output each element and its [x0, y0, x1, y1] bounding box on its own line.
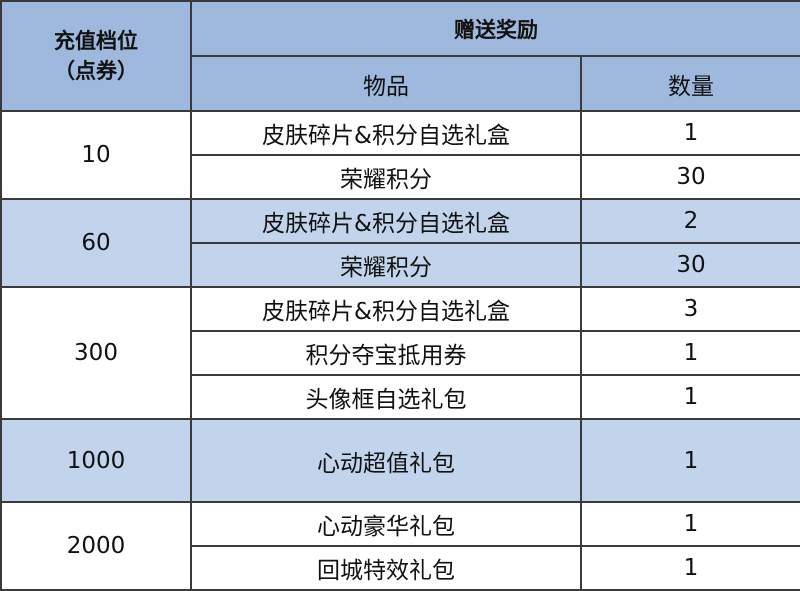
tier-cell: 1000 [0, 418, 192, 503]
table-row: 60 皮肤碎片&积分自选礼盒 2 [0, 198, 800, 288]
qty-cell: 1 [580, 545, 800, 591]
qty-cell: 2 [580, 198, 800, 244]
table-body: 10 皮肤碎片&积分自选礼盒 1 荣耀积分 30 60 皮肤碎片&积分自选礼盒 2 荣耀积分 30… [0, 110, 800, 591]
item-cell: 荣耀积分 [190, 154, 582, 200]
table-row: 300 皮肤碎片&积分自选礼盒 3 [0, 286, 800, 420]
qty-cell: 1 [580, 330, 800, 376]
item-header: 物品 [190, 55, 582, 112]
table-row: 回城特效礼包 1 [1, 545, 800, 591]
qty-cell: 1 [580, 418, 800, 503]
header-line: （点券） [54, 59, 138, 83]
qty-cell: 3 [580, 286, 800, 332]
tier-cell: 60 [0, 198, 192, 288]
table-row: 积分夺宝抵用券 1 [1, 330, 800, 376]
item-cell: 回城特效礼包 [190, 545, 582, 591]
item-cell: 皮肤碎片&积分自选礼盒 [190, 198, 582, 244]
table-row: 2000 心动豪华礼包 1 [0, 501, 800, 591]
tier-cell: 10 [0, 110, 192, 200]
item-cell: 荣耀积分 [190, 242, 582, 288]
reward-header: 赠送奖励 [190, 0, 800, 57]
item-cell: 头像框自选礼包 [190, 374, 582, 420]
table-row: 荣耀积分 30 [1, 154, 800, 200]
item-cell: 皮肤碎片&积分自选礼盒 [190, 110, 582, 156]
qty-header: 数量 [580, 55, 800, 112]
tier-header: 充值档位 （点券） [0, 0, 192, 112]
table-row: 荣耀积分 30 [1, 242, 800, 288]
table-row: 1000 心动超值礼包 1 [0, 418, 800, 503]
qty-cell: 1 [580, 374, 800, 420]
item-cell: 皮肤碎片&积分自选礼盒 [190, 286, 582, 332]
qty-cell: 1 [580, 110, 800, 156]
qty-cell: 1 [580, 501, 800, 547]
header-line: 充值档位 [54, 29, 138, 53]
tier-cell: 2000 [0, 501, 192, 591]
table-row: 10 皮肤碎片&积分自选礼盒 1 [0, 110, 800, 200]
tier-cell: 300 [0, 286, 192, 420]
qty-cell: 30 [580, 242, 800, 288]
item-cell: 积分夺宝抵用券 [190, 330, 582, 376]
qty-cell: 30 [580, 154, 800, 200]
item-cell: 心动超值礼包 [190, 418, 582, 503]
item-cell: 心动豪华礼包 [190, 501, 582, 547]
